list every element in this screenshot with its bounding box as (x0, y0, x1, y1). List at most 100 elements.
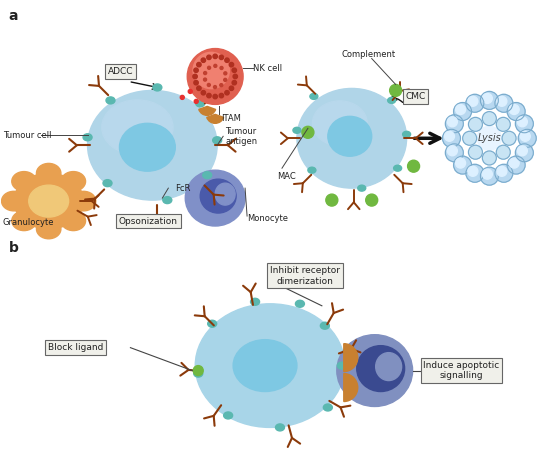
Text: Inhibit receptor
dimerization: Inhibit receptor dimerization (270, 266, 340, 286)
Ellipse shape (328, 116, 372, 156)
Ellipse shape (295, 300, 304, 307)
Circle shape (208, 83, 210, 87)
Ellipse shape (12, 211, 36, 231)
Circle shape (193, 52, 229, 89)
Ellipse shape (297, 89, 407, 188)
Ellipse shape (250, 298, 260, 305)
Circle shape (204, 78, 206, 81)
Ellipse shape (195, 304, 345, 427)
Circle shape (447, 146, 457, 156)
Circle shape (497, 96, 507, 106)
Circle shape (445, 115, 463, 133)
Circle shape (442, 129, 461, 147)
Circle shape (224, 78, 227, 82)
Text: ITAM: ITAM (221, 114, 241, 123)
Ellipse shape (102, 100, 173, 155)
Ellipse shape (61, 211, 86, 231)
Circle shape (188, 89, 192, 93)
Circle shape (219, 55, 223, 60)
Circle shape (507, 103, 525, 121)
Circle shape (453, 156, 472, 174)
Ellipse shape (402, 131, 411, 137)
Circle shape (447, 117, 457, 127)
Circle shape (456, 104, 466, 115)
Ellipse shape (103, 180, 112, 187)
Circle shape (220, 83, 223, 87)
Ellipse shape (36, 164, 61, 183)
Ellipse shape (71, 192, 96, 211)
Circle shape (518, 129, 536, 147)
Circle shape (468, 117, 483, 131)
Circle shape (224, 72, 227, 75)
Ellipse shape (323, 404, 332, 411)
Text: Induce apoptotic
signalling: Induce apoptotic signalling (423, 361, 500, 380)
Circle shape (194, 81, 198, 85)
Circle shape (194, 68, 198, 72)
Circle shape (220, 67, 223, 69)
Circle shape (466, 94, 484, 112)
Ellipse shape (358, 185, 366, 191)
Circle shape (232, 68, 237, 72)
Circle shape (193, 366, 203, 376)
Ellipse shape (321, 322, 329, 329)
Circle shape (453, 103, 472, 121)
Text: a: a (9, 9, 18, 23)
Circle shape (480, 91, 498, 110)
Circle shape (233, 74, 238, 79)
Circle shape (478, 126, 501, 150)
Circle shape (445, 131, 455, 141)
Circle shape (193, 74, 197, 79)
Ellipse shape (308, 167, 316, 173)
Ellipse shape (83, 134, 92, 141)
Ellipse shape (12, 171, 36, 191)
Circle shape (516, 115, 533, 133)
Circle shape (480, 167, 498, 185)
Text: Tumour cell: Tumour cell (3, 131, 51, 140)
Ellipse shape (338, 139, 382, 174)
Ellipse shape (194, 370, 203, 377)
Ellipse shape (376, 353, 402, 381)
Text: Block ligand: Block ligand (48, 343, 103, 352)
Circle shape (496, 117, 510, 131)
Circle shape (516, 144, 533, 162)
Circle shape (201, 90, 205, 95)
Wedge shape (344, 343, 358, 371)
Ellipse shape (276, 424, 284, 431)
Text: FcR: FcR (175, 184, 191, 192)
Circle shape (502, 131, 516, 145)
Wedge shape (207, 114, 223, 123)
Ellipse shape (87, 90, 217, 200)
Circle shape (232, 81, 237, 85)
Ellipse shape (337, 362, 346, 369)
Ellipse shape (29, 185, 69, 217)
Text: Lysis: Lysis (478, 133, 501, 143)
Circle shape (468, 96, 478, 106)
Text: MAC: MAC (277, 171, 296, 181)
Ellipse shape (120, 123, 175, 171)
Circle shape (208, 66, 211, 69)
Text: Tumour
antigen: Tumour antigen (225, 127, 257, 146)
Text: NK cell: NK cell (253, 64, 282, 73)
Circle shape (509, 158, 519, 168)
Circle shape (466, 164, 484, 182)
Text: CMC: CMC (406, 92, 425, 101)
Text: Monocyte: Monocyte (247, 213, 288, 223)
Circle shape (194, 99, 198, 103)
Text: Granulocyte: Granulocyte (3, 218, 54, 227)
Ellipse shape (254, 327, 316, 374)
Circle shape (225, 58, 229, 62)
Ellipse shape (394, 165, 402, 171)
Ellipse shape (388, 97, 396, 103)
Circle shape (495, 94, 513, 112)
Circle shape (390, 84, 402, 96)
Ellipse shape (208, 320, 217, 327)
Ellipse shape (163, 197, 172, 204)
Circle shape (496, 145, 510, 159)
Ellipse shape (337, 335, 413, 406)
Circle shape (483, 111, 496, 125)
Ellipse shape (233, 340, 297, 391)
Circle shape (229, 62, 234, 67)
Ellipse shape (14, 173, 83, 229)
Ellipse shape (203, 171, 212, 178)
Circle shape (517, 146, 528, 156)
